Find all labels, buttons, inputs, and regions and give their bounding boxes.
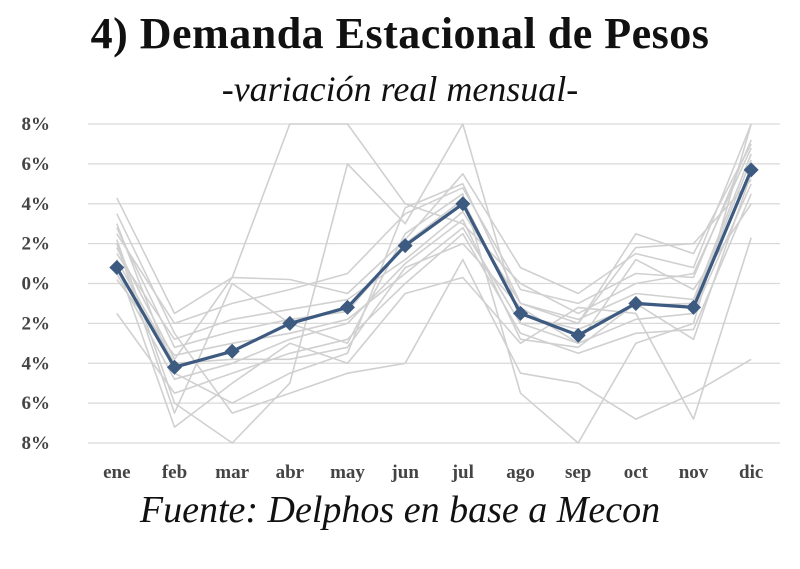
highlight-point bbox=[570, 327, 586, 343]
highlight-point bbox=[743, 162, 759, 178]
y-tick-label: 6% bbox=[22, 154, 51, 175]
x-axis-tick-labels: ene feb mar abr may jun jul ago sep oct nov dic bbox=[103, 462, 763, 483]
background-series-line bbox=[116, 123, 752, 361]
highlight-point bbox=[686, 299, 701, 315]
highlight-point bbox=[224, 343, 240, 359]
highlight-point bbox=[167, 359, 182, 375]
highlight-point bbox=[397, 238, 413, 254]
chart-source: Fuente: Delphos en base a Mecon bbox=[139, 489, 661, 531]
x-tick-label: ene bbox=[103, 462, 130, 483]
highlight-point bbox=[628, 295, 644, 311]
x-tick-label: jul bbox=[451, 462, 474, 483]
y-tick-label: 2% bbox=[22, 234, 51, 255]
background-series-group bbox=[116, 123, 752, 444]
chart-title: 4) Demanda Estacional de Pesos bbox=[90, 9, 710, 58]
x-tick-label: abr bbox=[276, 462, 305, 483]
background-series-line bbox=[116, 123, 752, 444]
x-tick-label: dic bbox=[739, 462, 763, 483]
y-axis-tick-labels: 8% 6% 4% 2% 0% 2% 4% 6% 8% bbox=[22, 114, 51, 454]
x-tick-label: sep bbox=[565, 462, 591, 483]
y-tick-label: 4% bbox=[22, 194, 51, 215]
highlight-series-group bbox=[109, 162, 759, 375]
highlight-point bbox=[282, 315, 298, 331]
background-series-line bbox=[116, 173, 752, 381]
background-series-line bbox=[116, 213, 752, 420]
y-tick-label: 8% bbox=[22, 433, 51, 454]
y-tick-label: 6% bbox=[22, 393, 51, 414]
background-series-line bbox=[116, 159, 752, 349]
x-tick-label: feb bbox=[162, 462, 187, 483]
background-series-line bbox=[116, 153, 752, 341]
x-tick-label: may bbox=[330, 462, 365, 483]
x-tick-label: mar bbox=[215, 462, 249, 483]
background-series-line bbox=[116, 237, 752, 428]
background-series-line bbox=[116, 123, 752, 315]
highlight-point bbox=[109, 260, 125, 276]
y-tick-label: 2% bbox=[22, 313, 51, 334]
x-tick-label: jun bbox=[390, 462, 419, 483]
highlight-point bbox=[455, 196, 471, 212]
highlight-series-line bbox=[115, 169, 753, 369]
chart-subtitle: -variación real mensual- bbox=[221, 69, 579, 109]
background-series-line bbox=[116, 143, 752, 404]
highlight-point bbox=[513, 305, 528, 321]
y-tick-label: 4% bbox=[22, 353, 51, 374]
background-series-line bbox=[116, 183, 752, 357]
x-tick-label: ago bbox=[506, 462, 535, 483]
y-tick-label: 8% bbox=[22, 114, 51, 135]
x-tick-label: nov bbox=[679, 462, 709, 483]
background-series-line bbox=[116, 203, 752, 365]
y-tick-label: 0% bbox=[22, 274, 51, 295]
highlight-point bbox=[340, 299, 355, 315]
gridlines bbox=[88, 123, 780, 444]
x-tick-label: oct bbox=[624, 462, 649, 483]
